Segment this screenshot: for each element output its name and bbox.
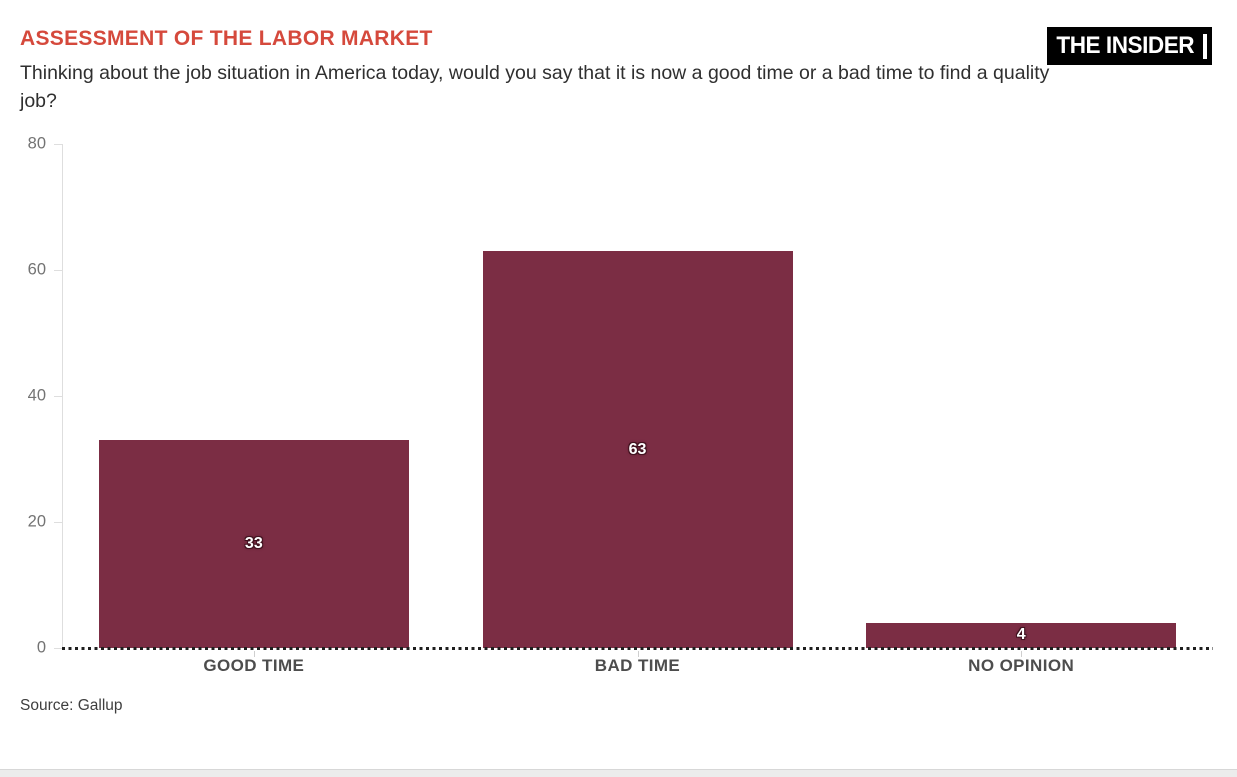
x-axis-tick [637, 651, 639, 657]
y-axis-tick-mark [54, 270, 62, 271]
y-axis-labels: 0 20 40 60 80 [0, 135, 46, 657]
x-axis-tick [253, 651, 255, 657]
y-axis-tick-mark [54, 522, 62, 523]
x-category-label: NO OPINION [968, 656, 1075, 675]
logo-cursor-bar [1203, 33, 1208, 59]
chart-title: ASSESSMENT OF THE LABOR MARKET [20, 27, 433, 50]
y-axis-tick-mark [54, 396, 62, 397]
bar-no-opinion: 4 [866, 622, 1177, 648]
x-category-label: GOOD TIME [203, 656, 305, 675]
chart-plot: 33 63 4 [62, 144, 1213, 648]
y-axis-tick-label: 20 [27, 512, 46, 531]
y-axis-tick-label: 40 [27, 386, 46, 405]
logo-text: THE INSIDER [1056, 32, 1194, 59]
y-axis-tick-mark [54, 144, 62, 145]
bottom-strip [0, 769, 1237, 777]
y-axis-tick-label: 0 [36, 638, 46, 657]
x-axis-baseline [62, 647, 1213, 650]
bar-value-label: 63 [628, 440, 647, 458]
x-category-label: BAD TIME [594, 656, 681, 675]
source-note: Source: Gallup [20, 697, 123, 714]
y-axis-tick-label: 80 [27, 134, 46, 153]
bar-value-label: 4 [1016, 626, 1026, 644]
y-axis-tick-mark [54, 648, 62, 649]
bar-bad-time: 63 [482, 251, 793, 648]
x-axis-tick [1021, 651, 1023, 657]
bar-value-label: 33 [244, 535, 263, 553]
bar-good-time: 33 [98, 440, 409, 648]
x-axis-labels: GOOD TIME BAD TIME NO OPINION [62, 656, 1213, 680]
y-axis-tick-label: 60 [27, 260, 46, 279]
chart-subtitle: Thinking about the job situation in Amer… [20, 62, 1050, 112]
logo: THE INSIDER [1047, 27, 1212, 65]
y-axis-line [62, 144, 63, 648]
